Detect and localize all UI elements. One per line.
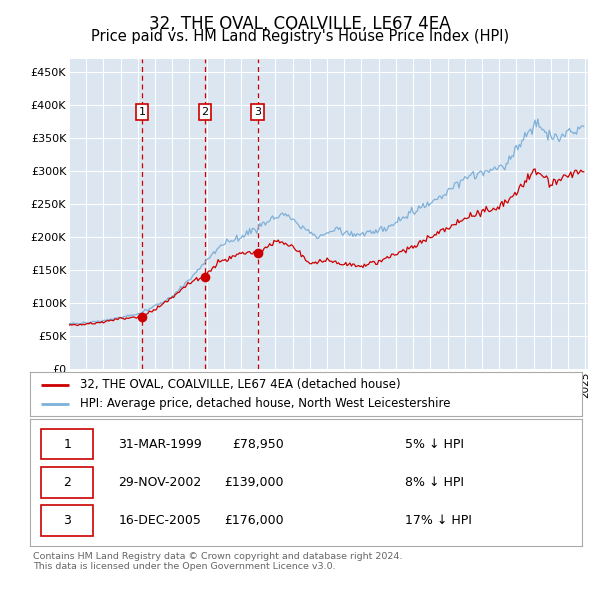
Text: £176,000: £176,000 [224,514,284,527]
FancyBboxPatch shape [41,467,94,497]
Text: 29-NOV-2002: 29-NOV-2002 [118,476,202,489]
Text: 17% ↓ HPI: 17% ↓ HPI [406,514,472,527]
Text: £78,950: £78,950 [232,438,284,451]
FancyBboxPatch shape [41,505,94,536]
Text: 3: 3 [64,514,71,527]
Text: 3: 3 [254,107,261,117]
Text: 2: 2 [64,476,71,489]
Text: 8% ↓ HPI: 8% ↓ HPI [406,476,464,489]
Text: 2: 2 [202,107,209,117]
Text: 32, THE OVAL, COALVILLE, LE67 4EA: 32, THE OVAL, COALVILLE, LE67 4EA [149,15,451,33]
Text: HPI: Average price, detached house, North West Leicestershire: HPI: Average price, detached house, Nort… [80,397,450,410]
Text: Price paid vs. HM Land Registry's House Price Index (HPI): Price paid vs. HM Land Registry's House … [91,30,509,44]
FancyBboxPatch shape [41,429,94,460]
Text: 16-DEC-2005: 16-DEC-2005 [118,514,201,527]
Text: 32, THE OVAL, COALVILLE, LE67 4EA (detached house): 32, THE OVAL, COALVILLE, LE67 4EA (detac… [80,378,400,392]
Text: 1: 1 [139,107,146,117]
Text: 31-MAR-1999: 31-MAR-1999 [118,438,202,451]
Text: £139,000: £139,000 [224,476,284,489]
Text: Contains HM Land Registry data © Crown copyright and database right 2024.
This d: Contains HM Land Registry data © Crown c… [33,552,403,571]
Text: 5% ↓ HPI: 5% ↓ HPI [406,438,464,451]
Text: 1: 1 [64,438,71,451]
